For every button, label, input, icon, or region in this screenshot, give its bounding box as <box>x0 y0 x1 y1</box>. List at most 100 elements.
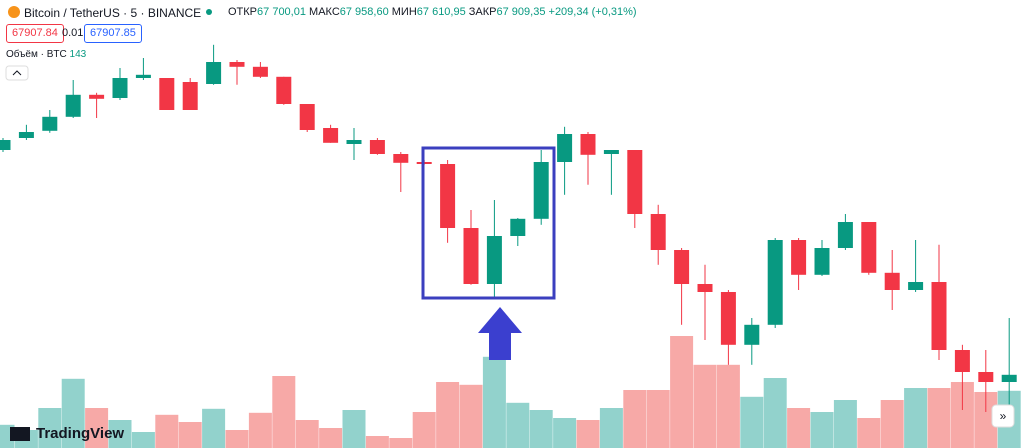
volume-bar <box>904 388 928 448</box>
candle-layer <box>0 44 1017 412</box>
volume-bar <box>716 364 740 448</box>
volume-bar <box>202 408 226 448</box>
spread: 0.01 <box>62 27 84 39</box>
candle-body <box>603 150 619 154</box>
candle-body <box>791 240 807 275</box>
volume-bar <box>342 410 366 448</box>
volume-bar <box>436 382 460 448</box>
open-value: 67 700,01 <box>257 6 306 18</box>
candle-body <box>229 62 245 67</box>
volume-bar <box>412 412 436 448</box>
volume-bar <box>319 428 343 448</box>
volume-bar <box>576 420 600 448</box>
volume-bar <box>61 378 85 448</box>
candle-body <box>369 140 385 154</box>
candle-body <box>252 66 268 77</box>
candle-body <box>112 78 128 98</box>
candle-body <box>627 150 643 214</box>
candle-body <box>557 134 573 162</box>
volume-bar <box>85 408 109 448</box>
ask-box[interactable]: 67907.85 <box>84 24 142 43</box>
candle-body <box>978 372 994 382</box>
volume-bar <box>529 410 553 448</box>
symbol: Bitcoin / TetherUS · 5 · BINANCE <box>24 6 202 20</box>
candle-body <box>65 94 81 117</box>
candle-body <box>954 350 970 372</box>
volume-bar <box>553 418 577 448</box>
candle-body <box>299 104 315 130</box>
candle-body <box>767 240 783 325</box>
volume-bar <box>787 408 811 448</box>
volume-bar <box>506 402 530 448</box>
brand: TradingView <box>36 425 125 442</box>
volume-bar <box>810 412 834 448</box>
bid-box[interactable]: 67907.84 <box>6 24 64 43</box>
volume-legend: Объём · BTC 143 <box>6 49 86 60</box>
candle-body <box>182 82 198 110</box>
collapse-button[interactable] <box>5 65 29 81</box>
candle-body <box>486 236 502 284</box>
volume-bar <box>599 408 623 448</box>
volume-layer <box>0 336 1021 448</box>
high-value: 67 958,60 <box>339 6 389 18</box>
collapse-icon <box>12 70 22 76</box>
change: +209,34 (+0,31%) <box>548 6 637 18</box>
low-label: МИН <box>391 6 417 18</box>
ohlc-row: ОТКР67 700,01 МАКС67 958,60 МИН67 610,95… <box>228 6 637 18</box>
candle-body <box>323 128 339 143</box>
candle-body <box>1001 374 1017 382</box>
volume-label: Объём · BTC <box>6 49 67 60</box>
volume-bar <box>248 412 272 448</box>
candle-body <box>510 218 526 236</box>
volume-bar <box>459 384 483 448</box>
candle-body <box>89 94 105 99</box>
volume-bar <box>857 418 881 448</box>
candle-body <box>135 74 151 78</box>
volume-bar <box>833 400 857 448</box>
close-label: ЗАКР <box>468 6 497 18</box>
candle-body <box>861 222 877 273</box>
volume-bar <box>178 422 202 448</box>
candle-body <box>697 284 713 292</box>
logo <box>10 427 30 441</box>
close-value: 67 909,35 <box>496 6 546 18</box>
volume-bar <box>763 378 787 448</box>
candle-body <box>159 78 175 110</box>
candle-body <box>18 132 34 138</box>
volume-bar <box>646 390 670 448</box>
candle-body <box>276 76 292 104</box>
volume-bar <box>38 408 62 448</box>
highlight-box <box>421 146 556 300</box>
volume-bar <box>974 392 998 448</box>
volume-bar <box>225 430 249 448</box>
volume-bar <box>670 336 694 448</box>
volume-bar <box>365 436 389 448</box>
volume-value: 143 <box>69 49 87 60</box>
volume-bar <box>389 438 413 448</box>
candle-body <box>650 214 666 250</box>
candle-body <box>744 324 760 345</box>
low-value: 67 610,95 <box>416 6 466 18</box>
candle-body <box>42 116 58 131</box>
volume-bar <box>623 390 647 448</box>
candle-body <box>0 140 11 150</box>
volume-bar <box>740 396 764 448</box>
candle-body <box>837 222 853 248</box>
candle-body <box>931 282 947 350</box>
volume-bar <box>131 432 155 448</box>
volume-bar <box>880 400 904 448</box>
volume-bar <box>693 364 717 448</box>
high-label: МАКС <box>309 6 340 18</box>
volume-bar <box>927 388 951 448</box>
candle-body <box>206 62 222 84</box>
candle-body <box>908 282 924 290</box>
volume-bar <box>108 420 132 448</box>
scroll-button[interactable] <box>991 404 1015 428</box>
candle-body <box>393 154 409 163</box>
candle-body <box>674 250 690 284</box>
candle-body <box>814 248 830 275</box>
open-label: ОТКР <box>228 6 258 18</box>
candle-body <box>463 228 479 284</box>
